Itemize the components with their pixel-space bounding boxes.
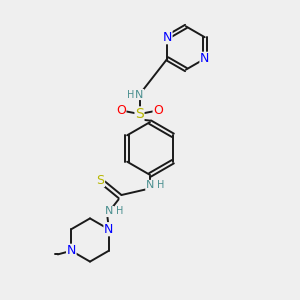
Text: N: N bbox=[105, 206, 114, 217]
Text: H: H bbox=[116, 206, 124, 217]
Text: N: N bbox=[135, 89, 144, 100]
Text: N: N bbox=[67, 244, 76, 257]
Text: N: N bbox=[104, 223, 113, 236]
Text: S: S bbox=[97, 173, 104, 187]
Text: N: N bbox=[163, 31, 172, 44]
Text: H: H bbox=[128, 89, 135, 100]
Text: N: N bbox=[200, 52, 209, 65]
Text: H: H bbox=[157, 180, 164, 190]
Text: S: S bbox=[135, 107, 144, 121]
Text: O: O bbox=[153, 104, 163, 118]
Text: N: N bbox=[146, 180, 154, 190]
Text: O: O bbox=[116, 104, 126, 118]
